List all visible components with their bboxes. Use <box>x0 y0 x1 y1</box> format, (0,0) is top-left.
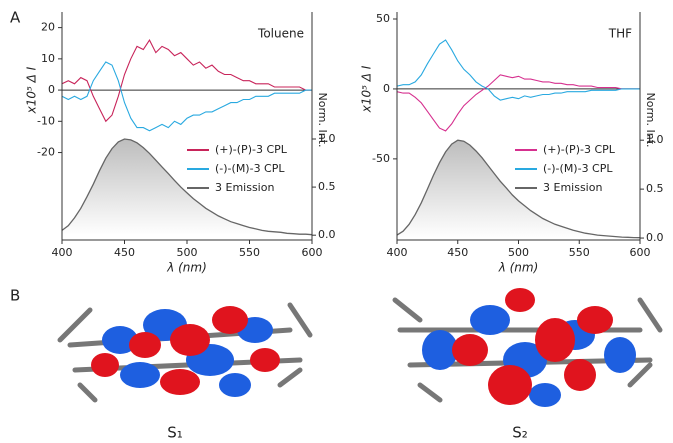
y-tick-label: 0 <box>383 82 390 95</box>
x-tick-label: 400 <box>387 246 408 259</box>
y-axis-label: x10⁵ Δ I <box>360 65 374 113</box>
x-tick-label: 550 <box>239 246 260 259</box>
legend-label: 3 Emission <box>215 181 274 194</box>
chart-title: Toluene <box>257 27 304 41</box>
y2-tick-label: 1.0 <box>646 133 664 146</box>
series-line <box>61 61 312 132</box>
molecule-s1 <box>57 302 313 403</box>
y-tick-label: 0 <box>48 83 55 96</box>
y-tick-label: 50 <box>376 12 390 25</box>
x-axis-label: λ (nm) <box>498 261 539 275</box>
y-tick-label: -10 <box>37 114 55 127</box>
state-label: S₂ <box>512 424 528 442</box>
legend-label: 3 Emission <box>543 181 602 194</box>
y-axis-label: x10⁵ Δ I <box>25 66 39 114</box>
molecule-s2 <box>392 288 663 407</box>
y-tick-label: -50 <box>372 152 390 165</box>
y-tick-label: -20 <box>37 146 55 159</box>
series-line <box>61 39 312 123</box>
state-label: S₁ <box>167 424 183 442</box>
emission-area <box>397 140 640 239</box>
legend-label: (-)-(M)-3 CPL <box>543 162 613 175</box>
series-line <box>396 139 641 239</box>
y2-axis-label: Norm. Int. <box>644 92 657 147</box>
y2-tick-label: 1.0 <box>318 132 336 145</box>
series-line <box>61 138 313 236</box>
x-tick-label: 600 <box>302 246 323 259</box>
legend-label: (-)-(M)-3 CPL <box>215 162 285 175</box>
legend-label: (+)-(P)-3 CPL <box>215 143 288 156</box>
panel-label: B <box>10 287 20 305</box>
y2-axis-label: Norm. Int. <box>316 92 329 147</box>
y2-tick-label: 0.0 <box>646 231 664 244</box>
x-tick-label: 450 <box>447 246 468 259</box>
x-tick-label: 500 <box>508 246 529 259</box>
x-tick-label: 600 <box>630 246 651 259</box>
y2-tick-label: 0.0 <box>318 228 336 241</box>
x-tick-label: 550 <box>569 246 590 259</box>
x-tick-label: 400 <box>52 246 73 259</box>
emission-area <box>62 139 312 236</box>
chart-title: THF <box>608 27 632 41</box>
x-tick-label: 450 <box>114 246 135 259</box>
y-tick-label: 20 <box>41 21 55 34</box>
series-line <box>396 39 640 101</box>
x-tick-label: 500 <box>177 246 198 259</box>
y2-tick-label: 0.5 <box>318 180 336 193</box>
y-tick-label: 10 <box>41 52 55 65</box>
legend-label: (+)-(P)-3 CPL <box>543 143 616 156</box>
series-line <box>396 74 640 132</box>
x-axis-label: λ (nm) <box>166 261 207 275</box>
panel-label: A <box>10 9 21 27</box>
y2-tick-label: 0.5 <box>646 182 664 195</box>
